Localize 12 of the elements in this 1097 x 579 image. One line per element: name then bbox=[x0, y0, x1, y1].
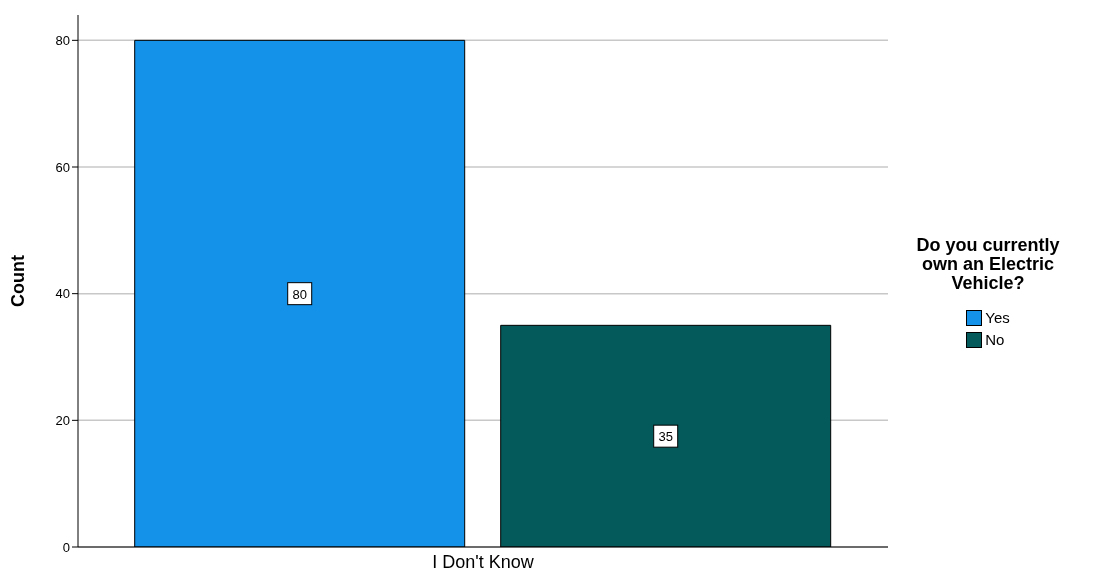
data-label: 80 bbox=[292, 286, 307, 302]
y-tick-label: 60 bbox=[55, 159, 70, 175]
y-tick-label: 20 bbox=[55, 412, 70, 428]
legend-title: Do you currently own an Electric Vehicle? bbox=[915, 234, 1061, 293]
data-label: 35 bbox=[658, 429, 673, 445]
y-tick-label: 0 bbox=[62, 539, 70, 555]
legend-label: No bbox=[984, 329, 1006, 350]
y-tick-label: 80 bbox=[55, 32, 70, 48]
x-tick-label: I Don't Know bbox=[432, 551, 535, 572]
y-tick-label: 40 bbox=[55, 286, 70, 302]
legend-label: Yes bbox=[984, 307, 1010, 328]
y-axis-title: Count bbox=[8, 255, 29, 307]
